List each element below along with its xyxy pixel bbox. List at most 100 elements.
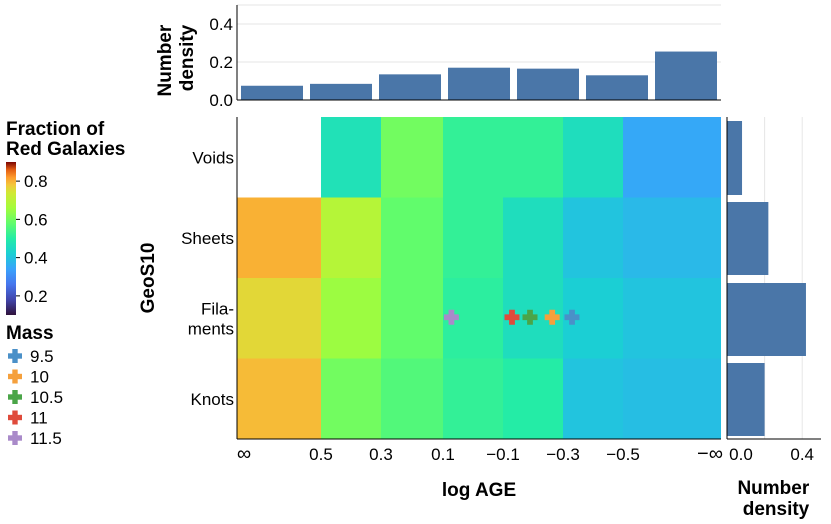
x-tick-label: ∞ [237, 443, 251, 465]
right-marginal-xlabel-line2: density [743, 499, 810, 520]
colorbar-gradient [6, 162, 16, 315]
heatmap-cell [237, 197, 321, 279]
mass-marker [8, 431, 22, 445]
top-marginal-bar [655, 51, 717, 100]
mass-marker [8, 410, 22, 425]
row-label: Voids [192, 148, 234, 167]
right-marginal-bars [726, 117, 821, 440]
top-marginal-bar [517, 68, 579, 100]
colorbar-title-line2: Red Galaxies [6, 139, 125, 160]
top-marginal-ylabel-line1: Number [155, 24, 176, 96]
row-labels: Voids Sheets Fila-ments Knots [181, 148, 234, 409]
top-marginal-ylabel-line2: density [177, 24, 198, 91]
mass-marker [564, 309, 580, 325]
top-marginal-ylabel: Number density [155, 19, 198, 96]
mass-legend-label: 10.5 [30, 388, 63, 407]
heatmap-cell [321, 278, 381, 359]
x-tick-label: −0.1 [486, 445, 520, 464]
row-label-line: Fila- [201, 299, 234, 318]
mass-legend-item: 10.5 [8, 388, 63, 407]
right-marginal-bar [727, 121, 743, 195]
right-marginal-tick-labels: 0.0 0.4 [729, 445, 814, 464]
heatmap-cell [563, 197, 623, 279]
colorbar-title-line1: Fraction of [6, 119, 105, 140]
heatmap-cell [381, 278, 443, 359]
heatmap-cell [623, 197, 721, 279]
heatmap-cell [563, 358, 623, 440]
heatmap: Voids Sheets Fila-ments Knots ∞ 0.5 0.3 0.1 −0.… [138, 117, 723, 501]
top-marginal-tick-label: 0.0 [209, 91, 233, 110]
colorbar-tick-label: 0.4 [24, 249, 48, 268]
x-tick-label: −∞ [697, 443, 723, 465]
x-tick-label: 0.3 [369, 445, 393, 464]
right-marginal-bar [727, 202, 769, 275]
colorbar-ticks: 0.2 0.4 0.6 0.8 [16, 172, 48, 306]
heatmap-cell [623, 358, 721, 440]
row-label-line: Knots [191, 390, 234, 409]
top-marginal-bar [586, 75, 648, 100]
row-label: Knots [191, 390, 234, 409]
colorbar-tick-label: 0.6 [24, 210, 48, 229]
heatmap-cell [237, 278, 321, 359]
mass-marker [8, 349, 22, 363]
heatmap-cell [623, 117, 721, 198]
right-marginal-xlabel-line1: Number [737, 478, 809, 499]
top-marginal-bar [448, 67, 510, 100]
heatmap-cell [503, 117, 563, 198]
mass-markers [443, 309, 580, 325]
colorbar-title: Fraction of Red Galaxies [6, 119, 125, 160]
row-label-line: Sheets [181, 229, 234, 248]
heatmap-cell [563, 117, 623, 198]
heatmap-cell [321, 117, 381, 198]
x-tick-labels: ∞ 0.5 0.3 0.1 −0.1 −0.3 −0.5 −∞ [237, 443, 723, 465]
mass-marker [8, 390, 22, 404]
right-marginal-histogram: 0.0 0.4 Number density [726, 117, 821, 520]
heatmap-cell [443, 358, 503, 440]
colorbar-tick-label: 0.2 [24, 287, 48, 306]
x-axis-label: log AGE [442, 480, 516, 501]
x-tick-label: 0.5 [309, 445, 333, 464]
mass-legend-label: 10 [30, 368, 49, 387]
top-marginal-tick-label: 0.4 [209, 15, 233, 34]
top-marginal-histogram: 0.0 0.2 0.4 Number density [155, 4, 721, 110]
right-marginal-tick-label: 0.4 [790, 445, 814, 464]
heatmap-cell [443, 117, 503, 198]
colorbar-tick-label: 0.8 [24, 172, 48, 191]
mass-legend-label: 11 [30, 409, 48, 428]
mass-legend-item: 10 [8, 368, 49, 387]
mass-marker [544, 309, 560, 325]
mass-marker [522, 309, 538, 325]
mass-legend-item: 11 [8, 409, 48, 428]
mass-legend-item: 9.5 [8, 347, 54, 366]
x-tick-label: 0.1 [431, 445, 455, 464]
heatmap-cell [503, 358, 563, 440]
heatmap-cell [381, 197, 443, 279]
mass-legend-title: Mass [6, 323, 54, 344]
top-marginal-bars [236, 5, 721, 101]
top-marginal-tick-label: 0.2 [209, 53, 233, 72]
heatmap-cells [237, 117, 721, 440]
top-marginal-bar [241, 85, 303, 100]
heatmap-cell [503, 197, 563, 279]
mass-marker [504, 309, 520, 325]
top-marginal-tick-labels: 0.0 0.2 0.4 [209, 15, 233, 110]
mass-legend-label: 11.5 [30, 429, 62, 448]
x-tick-label: −0.5 [606, 445, 640, 464]
mass-marker [443, 309, 459, 325]
heatmap-cell [321, 197, 381, 279]
mass-marker [8, 369, 22, 384]
y-axis-label: GeoS10 [138, 243, 159, 314]
right-marginal-bar [727, 283, 806, 356]
colorbar: Fraction of Red Galaxies 0.2 0.4 0.6 0.8 [6, 119, 125, 315]
top-marginal-bar [379, 74, 441, 100]
row-label: Fila-ments [188, 299, 234, 338]
top-marginal-bar [310, 83, 372, 100]
right-marginal-bar [727, 363, 765, 436]
right-marginal-tick-label: 0.0 [729, 445, 753, 464]
heatmap-cell [237, 358, 321, 440]
mass-legend-item: 11.5 [8, 429, 62, 448]
heatmap-cell [321, 358, 381, 440]
heatmap-cell [443, 197, 503, 279]
